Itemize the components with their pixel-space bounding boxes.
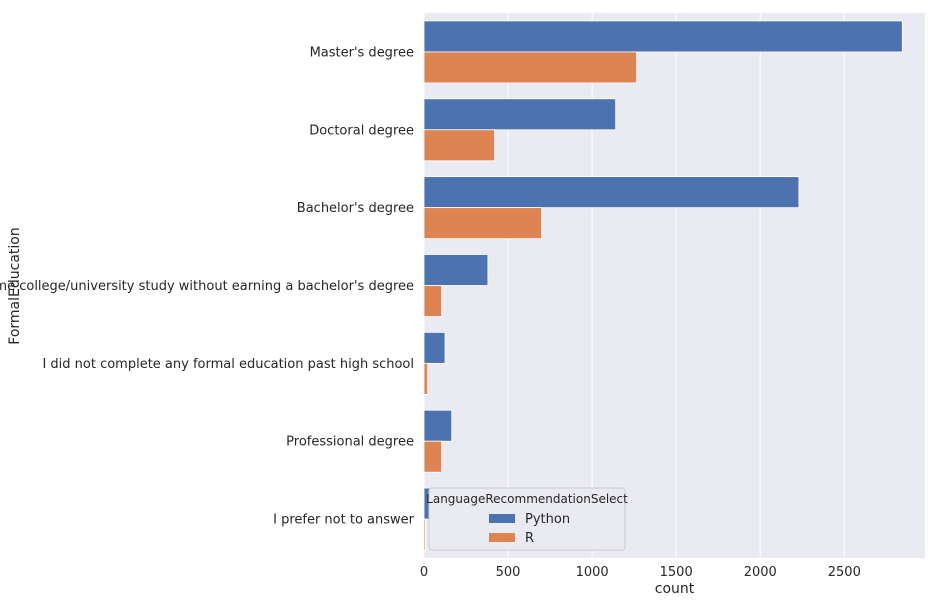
bar-r [423, 207, 543, 240]
bar-r [423, 285, 443, 317]
y-tick-label: Doctoral degree [309, 123, 414, 138]
y-tick-label: Bachelor's degree [297, 201, 414, 216]
bar-python [423, 176, 800, 209]
legend-swatch-r [489, 533, 515, 542]
legend-label-r: R [525, 531, 534, 546]
legend: LanguageRecommendationSelect Python R [426, 487, 628, 551]
legend-title: LanguageRecommendationSelect [426, 492, 628, 506]
y-axis-label: FormalEducation [7, 227, 23, 344]
bar-python [423, 254, 489, 286]
bar-r [423, 129, 496, 162]
bar-python [423, 409, 453, 442]
plot-background [424, 13, 925, 558]
legend-label-python: Python [525, 512, 570, 527]
y-tick-labels: Master's degree Doctoral degree Bachelor's… [0, 45, 415, 527]
y-tick-label: Master's degree [310, 45, 414, 60]
y-tick-label: I did not complete any formal education … [42, 357, 414, 372]
x-axis-label: count [655, 581, 695, 597]
x-tick-label: 2000 [744, 565, 777, 580]
y-tick-label: Professional degree [286, 435, 414, 450]
bar-r [423, 518, 426, 551]
y-tick-label: Some college/university study without ea… [0, 279, 414, 294]
x-tick-labels: 0 500 1000 1500 2000 2500 [420, 565, 861, 580]
x-tick-label: 2500 [828, 565, 861, 580]
bar-r [423, 362, 429, 395]
bar-r [423, 51, 638, 84]
legend-swatch-python [489, 514, 515, 523]
bar-python [423, 331, 446, 364]
y-tick-label: I prefer not to answer [273, 513, 415, 528]
x-tick-label: 1000 [576, 565, 609, 580]
bar-python [423, 98, 617, 131]
x-tick-label: 500 [496, 565, 521, 580]
x-tick-label: 1500 [660, 565, 693, 580]
bars [423, 20, 903, 551]
bar-r [423, 440, 443, 473]
legend-box [428, 487, 626, 551]
x-tick-label: 0 [420, 565, 428, 580]
bar-python [423, 20, 903, 53]
